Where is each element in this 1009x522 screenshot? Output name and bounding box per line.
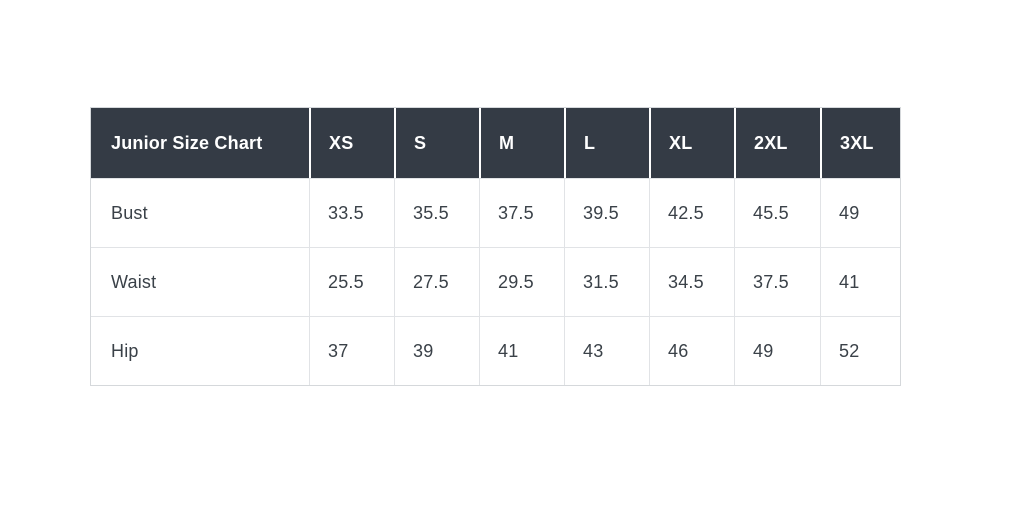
row-label-hip: Hip xyxy=(91,316,309,385)
row-label-bust: Bust xyxy=(91,178,309,247)
cell-waist-2xl: 37.5 xyxy=(734,247,820,316)
cell-waist-m: 29.5 xyxy=(479,247,564,316)
header-cell-s: S xyxy=(394,108,479,178)
cell-waist-xs: 25.5 xyxy=(309,247,394,316)
cell-hip-m: 41 xyxy=(479,316,564,385)
cell-waist-xl: 34.5 xyxy=(649,247,734,316)
cell-waist-3xl: 41 xyxy=(820,247,900,316)
cell-bust-s: 35.5 xyxy=(394,178,479,247)
cell-hip-l: 43 xyxy=(564,316,649,385)
header-cell-xs: XS xyxy=(309,108,394,178)
cell-hip-xl: 46 xyxy=(649,316,734,385)
cell-waist-l: 31.5 xyxy=(564,247,649,316)
cell-hip-xs: 37 xyxy=(309,316,394,385)
table-title-cell: Junior Size Chart xyxy=(91,108,309,178)
cell-waist-s: 27.5 xyxy=(394,247,479,316)
junior-size-chart-table: Junior Size Chart XS S M L XL 2XL 3XL Bu… xyxy=(90,107,901,386)
table-header: Junior Size Chart XS S M L XL 2XL 3XL xyxy=(91,108,900,178)
cell-hip-3xl: 52 xyxy=(820,316,900,385)
table-body: Bust 33.5 35.5 37.5 39.5 42.5 45.5 49 Wa… xyxy=(91,178,900,385)
table-row-hip: Hip 37 39 41 43 46 49 52 xyxy=(91,316,900,385)
header-cell-m: M xyxy=(479,108,564,178)
cell-bust-xl: 42.5 xyxy=(649,178,734,247)
cell-bust-3xl: 49 xyxy=(820,178,900,247)
header-cell-l: L xyxy=(564,108,649,178)
cell-bust-xs: 33.5 xyxy=(309,178,394,247)
cell-hip-2xl: 49 xyxy=(734,316,820,385)
table-row-bust: Bust 33.5 35.5 37.5 39.5 42.5 45.5 49 xyxy=(91,178,900,247)
header-cell-3xl: 3XL xyxy=(820,108,900,178)
table-row-waist: Waist 25.5 27.5 29.5 31.5 34.5 37.5 41 xyxy=(91,247,900,316)
size-chart-container: Junior Size Chart XS S M L XL 2XL 3XL Bu… xyxy=(90,107,901,386)
row-label-waist: Waist xyxy=(91,247,309,316)
cell-hip-s: 39 xyxy=(394,316,479,385)
cell-bust-l: 39.5 xyxy=(564,178,649,247)
header-cell-xl: XL xyxy=(649,108,734,178)
cell-bust-2xl: 45.5 xyxy=(734,178,820,247)
header-cell-2xl: 2XL xyxy=(734,108,820,178)
cell-bust-m: 37.5 xyxy=(479,178,564,247)
header-row: Junior Size Chart XS S M L XL 2XL 3XL xyxy=(91,108,900,178)
